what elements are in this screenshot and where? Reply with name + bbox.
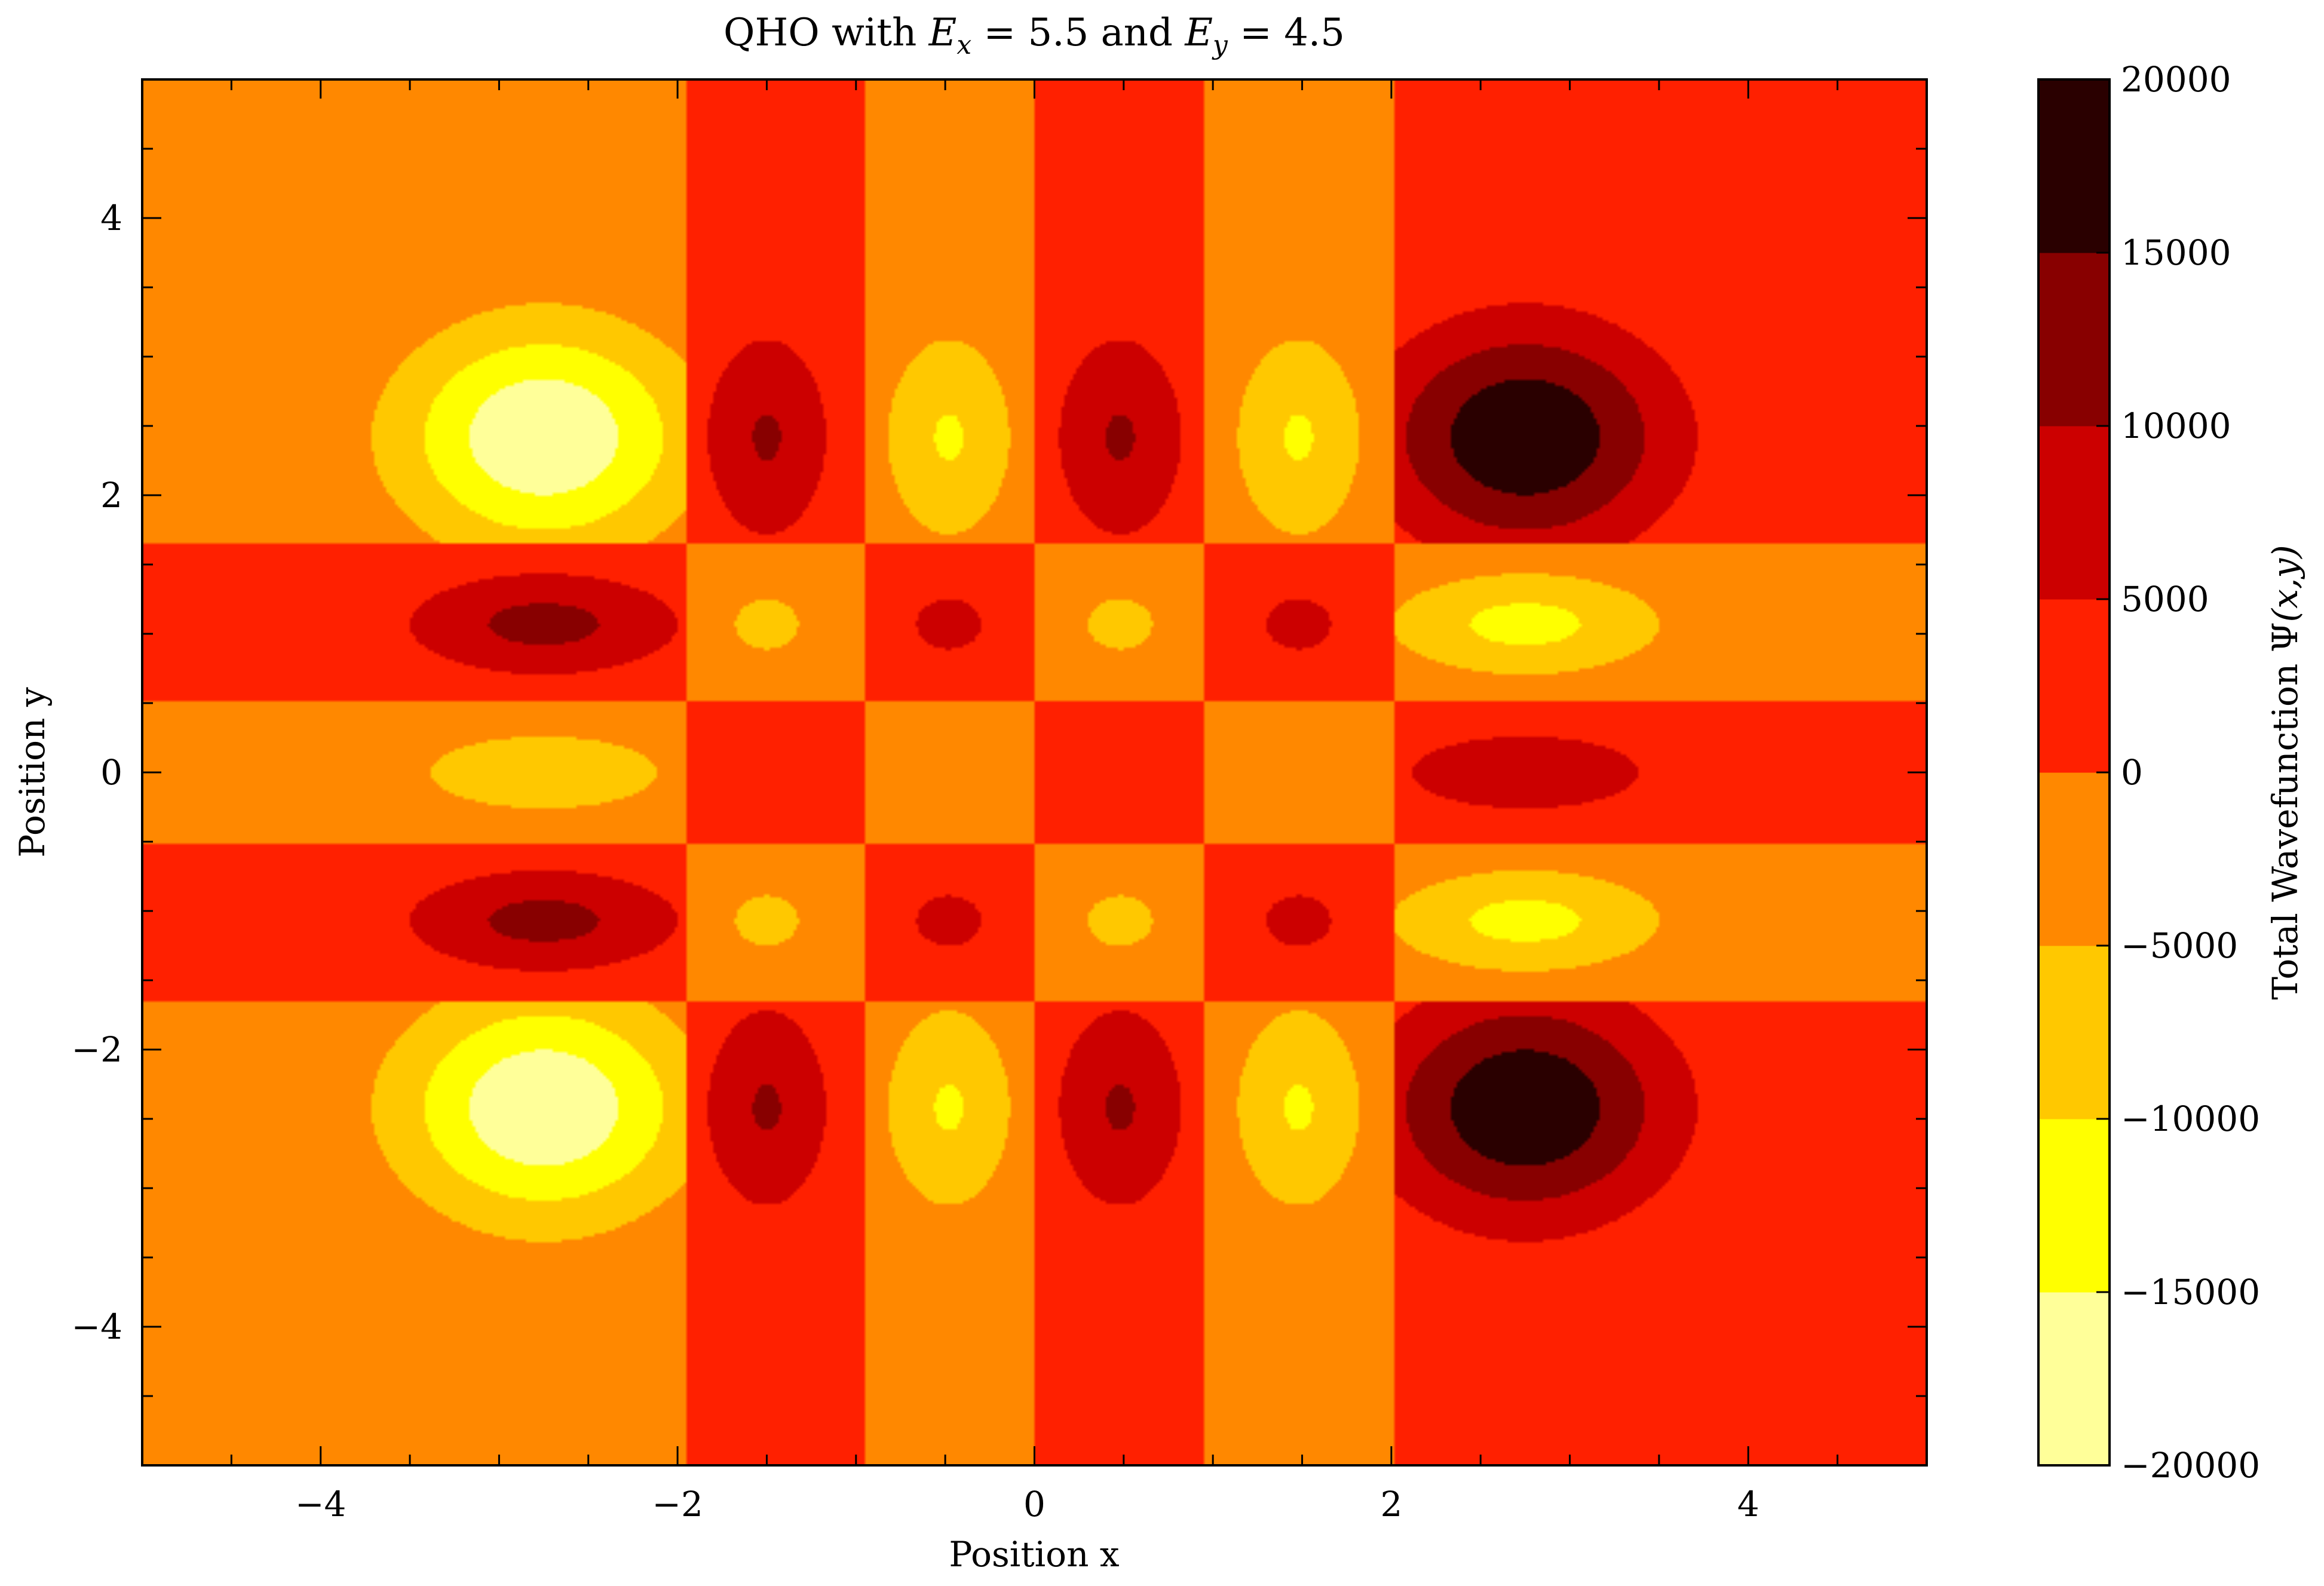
- colorbar-tick-label: 10000: [2121, 406, 2231, 446]
- colorbar-tick-label: 0: [2121, 752, 2143, 793]
- x-axis-ticks: −4 −2 0 2 4: [230, 79, 1839, 1524]
- x-tick-label: −4: [295, 1484, 347, 1524]
- chart-title: QHO with Ex = 5.5 and Ey = 4.5: [723, 11, 1345, 60]
- title-joiner: and: [1089, 11, 1185, 55]
- colorbar-tick-label: −10000: [2121, 1099, 2260, 1139]
- colorbar-tick-label: −5000: [2121, 925, 2238, 966]
- colorbar-band: [2038, 1292, 2110, 1466]
- colorbar-band: [2038, 426, 2110, 600]
- colorbar-band: [2038, 1119, 2110, 1293]
- y-tick-label: 0: [100, 752, 122, 793]
- colorbar-tick-label: 20000: [2121, 59, 2231, 100]
- colorbar-band: [2038, 253, 2110, 427]
- y-tick-label: 2: [100, 475, 122, 516]
- colorbar-tick-label: −20000: [2121, 1445, 2260, 1486]
- x-tick-label: −2: [652, 1484, 703, 1524]
- y-axis-ticks: −4 −2 0 2 4: [72, 148, 1927, 1397]
- y-tick-label: −4: [72, 1306, 123, 1347]
- x-tick-label: 2: [1380, 1484, 1402, 1524]
- colorbar-band: [2038, 946, 2110, 1119]
- title-ex-symbol: E: [928, 11, 957, 55]
- colorbar-tick-label: −15000: [2121, 1272, 2260, 1312]
- colorbar: [2038, 79, 2110, 1466]
- title-prefix: QHO with: [723, 11, 929, 55]
- x-tick-label: 0: [1023, 1484, 1046, 1524]
- title-ey-subscript: y: [1212, 30, 1228, 60]
- colorbar-band: [2038, 599, 2110, 773]
- title-ey-value: = 4.5: [1228, 11, 1345, 55]
- y-tick-label: 4: [100, 198, 122, 238]
- title-ex-subscript: x: [956, 30, 971, 60]
- x-tick-label: 4: [1737, 1484, 1759, 1524]
- x-axis-label: Position x: [949, 1534, 1119, 1575]
- colorbar-band: [2038, 772, 2110, 946]
- colorbar-tick-label: 15000: [2121, 232, 2231, 273]
- filled-contour-map: [142, 79, 1927, 1465]
- title-ex-value: = 5.5: [971, 11, 1089, 55]
- colorbar-band: [2038, 79, 2110, 253]
- title-ey-symbol: E: [1184, 11, 1213, 55]
- colorbar-label-args: (x,y): [2265, 545, 2305, 622]
- colorbar-label: Total Wavefunction Ψ(x,y): [2265, 545, 2305, 999]
- colorbar-label-text: Total Wavefunction Ψ: [2265, 622, 2305, 999]
- colorbar-ticks: 20000 15000 10000 5000 0 −5000 −10000 −15000 −20…: [2096, 59, 2260, 1486]
- y-axis-label: Position y: [12, 687, 53, 857]
- y-tick-label: −2: [72, 1029, 123, 1070]
- colorbar-tick-label: 5000: [2121, 579, 2209, 619]
- plot-area: [142, 79, 1927, 1465]
